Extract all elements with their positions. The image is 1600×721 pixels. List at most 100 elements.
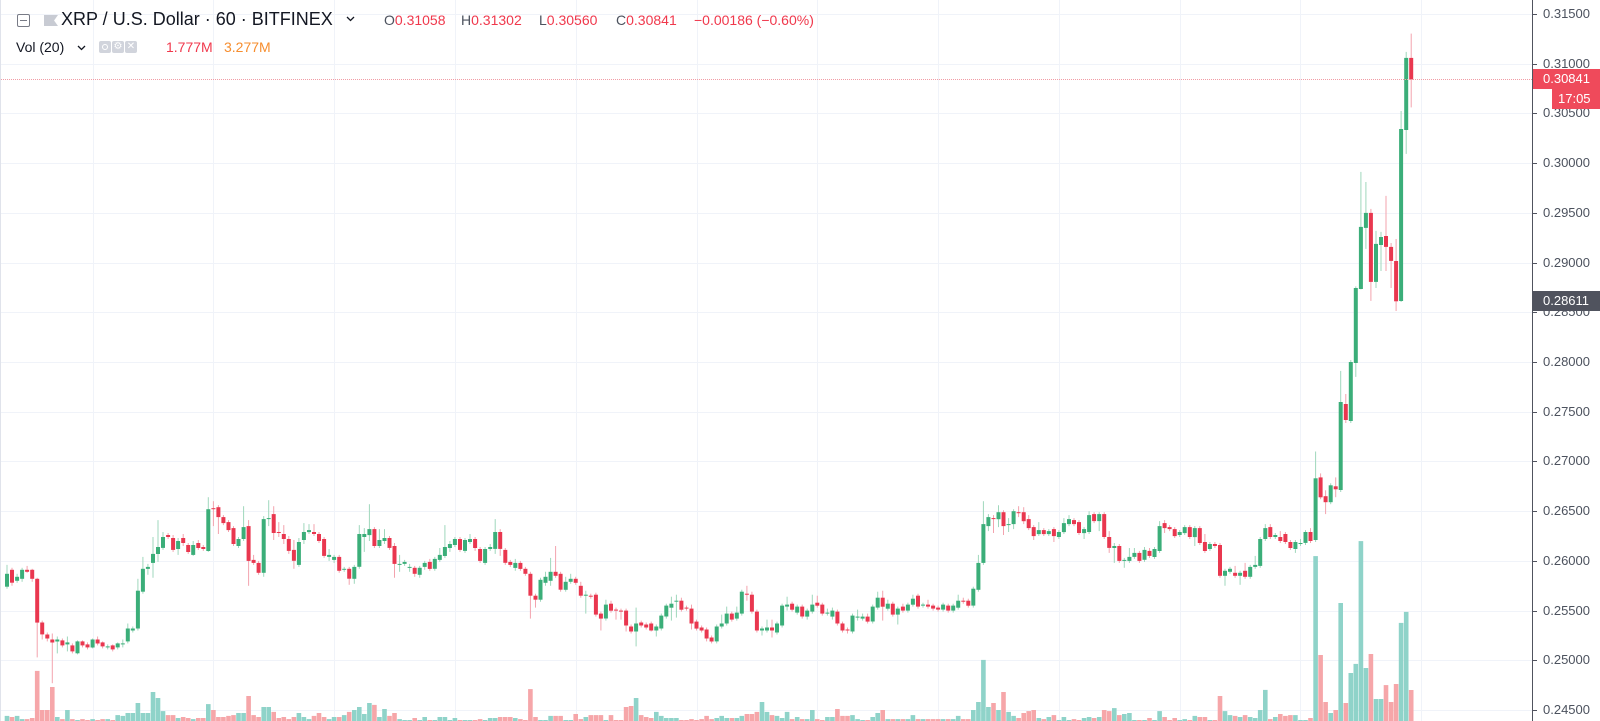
candle xyxy=(508,559,513,567)
candle-body xyxy=(870,606,875,622)
candle xyxy=(503,548,508,565)
candle xyxy=(1333,477,1338,498)
candle-body xyxy=(941,604,946,610)
volume-bar xyxy=(145,713,151,721)
candle-body xyxy=(674,600,679,602)
flag-icon[interactable] xyxy=(44,15,58,26)
candle-body xyxy=(609,603,613,611)
collapse-legend-button[interactable] xyxy=(17,14,30,27)
candle-body xyxy=(493,532,498,549)
candle-body xyxy=(201,547,206,549)
candle xyxy=(850,613,855,634)
candle xyxy=(216,505,221,534)
candle xyxy=(1353,286,1358,377)
candle-body xyxy=(231,528,236,544)
candle-body xyxy=(583,594,588,596)
candle xyxy=(669,596,674,621)
candle-body xyxy=(598,613,603,619)
volume-bar xyxy=(1383,685,1389,721)
candle-body xyxy=(765,627,769,631)
volume-bar xyxy=(961,719,966,721)
ohlc-high: H0.31302 xyxy=(461,11,522,29)
volume-bar xyxy=(4,715,10,721)
price-axis-label: 0.27000 xyxy=(1543,453,1590,468)
volume-indicator-label[interactable]: Vol (20) xyxy=(16,39,65,55)
candle-body xyxy=(1368,212,1373,282)
volume-bar xyxy=(709,719,714,721)
candle xyxy=(382,529,387,544)
chevron-down-icon[interactable] xyxy=(77,45,86,51)
volume-bar xyxy=(115,715,120,721)
remove-indicator-button[interactable]: ✕ xyxy=(125,41,137,53)
volume-bar xyxy=(1147,718,1152,721)
candle xyxy=(291,540,296,569)
candle-body xyxy=(835,611,840,624)
volume-bar xyxy=(759,702,765,721)
candle-body xyxy=(976,562,981,590)
candle-body xyxy=(161,537,165,548)
symbol-title[interactable]: XRP / U.S. Dollar · 60 · BITFINEX xyxy=(61,9,333,29)
indicator-settings-button[interactable]: ⚙ xyxy=(112,41,124,53)
candle xyxy=(830,607,835,620)
candle xyxy=(563,576,568,592)
ohlc-open: O0.31058 xyxy=(384,11,446,29)
volume-bar xyxy=(1091,718,1097,721)
price-axis[interactable]: 0.31500 0.31000 0.30500 0.30000 0.29500 0.290… xyxy=(1532,0,1600,721)
volume-bar xyxy=(935,719,941,721)
candle xyxy=(1011,509,1016,530)
volume-bar xyxy=(256,717,261,721)
candle-body xyxy=(1147,550,1152,556)
candle xyxy=(674,594,679,618)
candle xyxy=(1157,521,1162,553)
candle-body xyxy=(125,628,130,642)
volume-bar xyxy=(971,710,976,721)
candle xyxy=(1323,490,1328,515)
candle-body xyxy=(1278,537,1283,541)
candle-body xyxy=(473,539,478,548)
volume-bar xyxy=(60,719,65,721)
volume-bar xyxy=(1252,718,1258,721)
candle xyxy=(629,624,634,634)
volume-bar xyxy=(281,717,287,721)
candle xyxy=(1328,483,1333,505)
candle-body xyxy=(1353,288,1358,363)
candle-body xyxy=(452,539,457,545)
candle xyxy=(885,599,890,611)
volume-bar xyxy=(336,717,342,721)
candle-body xyxy=(85,644,90,648)
candle xyxy=(820,602,825,616)
volume-bar xyxy=(196,718,201,721)
chevron-down-icon[interactable] xyxy=(346,16,355,22)
price-axis-label: 0.25500 xyxy=(1543,603,1590,618)
volume-bar xyxy=(1081,718,1087,721)
volume-bar xyxy=(130,713,136,721)
candle xyxy=(1107,531,1112,553)
candle xyxy=(870,604,875,624)
volume-bar xyxy=(900,719,906,721)
candle xyxy=(689,604,694,630)
volume-bar xyxy=(1403,611,1409,721)
candle xyxy=(926,599,930,609)
price-axis-label: 0.26000 xyxy=(1543,553,1590,568)
candle-body xyxy=(1343,404,1348,420)
candle xyxy=(1404,51,1409,154)
chart-pane[interactable]: XRP / U.S. Dollar · 60 · BITFINEX O0.310… xyxy=(0,0,1532,721)
candle xyxy=(921,602,925,608)
eye-icon xyxy=(102,44,108,50)
volume-ma-value: 3.277M xyxy=(224,39,271,55)
candle xyxy=(1218,543,1222,578)
candle-body xyxy=(488,547,493,549)
candle xyxy=(261,516,266,577)
volume-bar xyxy=(321,717,327,721)
candle xyxy=(1273,533,1278,539)
candlestick-chart[interactable] xyxy=(1,0,1532,721)
axis-tick xyxy=(1533,511,1537,512)
volume-bar xyxy=(1247,717,1253,721)
candle xyxy=(1132,548,1137,559)
candle xyxy=(1182,525,1187,535)
candle-body xyxy=(1046,531,1051,535)
candle-body xyxy=(1097,514,1102,522)
toggle-visibility-button[interactable] xyxy=(99,41,111,53)
candle-body xyxy=(1358,226,1363,289)
volume-bar xyxy=(306,719,312,721)
